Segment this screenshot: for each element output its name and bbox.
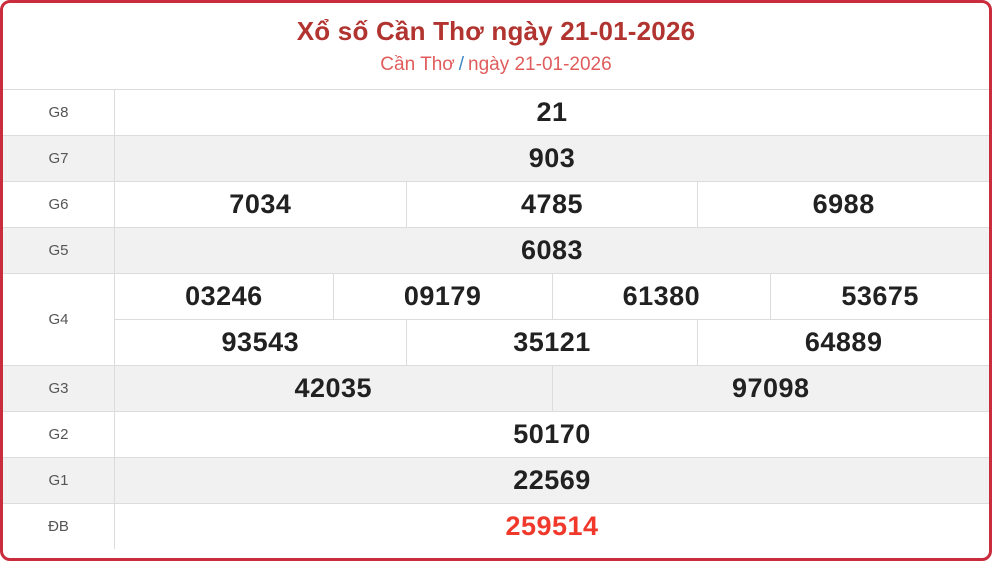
prize-number: 42035 bbox=[294, 373, 373, 403]
prize-number: 09179 bbox=[332, 274, 552, 319]
prize-row-content: 7034 4785 6988 bbox=[115, 182, 989, 227]
prize-number: 53675 bbox=[770, 274, 989, 319]
prize-label: G6 bbox=[3, 182, 115, 227]
prize-label: G8 bbox=[3, 90, 115, 135]
prize-label: G2 bbox=[3, 412, 115, 457]
prize-number: 64889 bbox=[697, 320, 989, 365]
prize-row-content: 42035 97098 bbox=[115, 366, 989, 411]
prize-subrow: 259514 bbox=[115, 504, 989, 549]
prize-row-g1: G1 22569 bbox=[3, 457, 989, 503]
prize-subrow: 03246 09179 61380 53675 bbox=[115, 274, 989, 319]
prize-row-content: 03246 09179 61380 53675 93543 35121 64889 bbox=[115, 274, 989, 365]
breadcrumb-date-link[interactable]: ngày 21-01-2026 bbox=[468, 54, 612, 75]
prize-label: ĐB bbox=[3, 504, 115, 549]
prize-row-content: 903 bbox=[115, 136, 989, 181]
results-table: G8 21 G7 903 G6 7034 4785 6988 G5 6083 G4 03246 0917… bbox=[3, 89, 989, 558]
page-title: Xổ số Cần Thơ ngày 21-01-2026 bbox=[296, 16, 696, 46]
results-header: Xổ số Cần Thơ ngày 21-01-2026 Cần Thơ / ng… bbox=[3, 3, 989, 89]
prize-number: 03246 bbox=[185, 281, 263, 311]
prize-row-content: 6083 bbox=[115, 228, 989, 273]
prize-row-g2: G2 50170 bbox=[3, 411, 989, 457]
prize-subrow: 42035 97098 bbox=[115, 366, 989, 411]
prize-label: G1 bbox=[3, 458, 115, 503]
prize-subrow: 903 bbox=[115, 136, 989, 181]
breadcrumb-region-link[interactable]: Cần Thơ bbox=[380, 54, 455, 75]
prize-number: 61380 bbox=[551, 274, 771, 319]
prize-row-đb: ĐB 259514 bbox=[3, 503, 989, 549]
prize-number: 22569 bbox=[513, 465, 591, 495]
breadcrumb-separator: / bbox=[458, 54, 465, 75]
prize-row-g6: G6 7034 4785 6988 bbox=[3, 181, 989, 227]
prize-number: 6988 bbox=[697, 182, 989, 227]
prize-row-content: 21 bbox=[115, 90, 989, 135]
prize-label: G3 bbox=[3, 366, 115, 411]
prize-row-g7: G7 903 bbox=[3, 135, 989, 181]
breadcrumb: Cần Thơ / ngày 21-01-2026 bbox=[380, 54, 611, 76]
prize-row-g5: G5 6083 bbox=[3, 227, 989, 273]
prize-subrow: 50170 bbox=[115, 412, 989, 457]
prize-label: G5 bbox=[3, 228, 115, 273]
prize-subrow: 22569 bbox=[115, 458, 989, 503]
prize-number: 6083 bbox=[520, 235, 584, 265]
prize-row-content: 259514 bbox=[115, 504, 989, 549]
prize-row-content: 22569 bbox=[115, 458, 989, 503]
prize-number: 259514 bbox=[505, 511, 599, 541]
prize-number: 97098 bbox=[551, 366, 990, 411]
prize-number: 93543 bbox=[221, 327, 300, 357]
prize-row-g8: G8 21 bbox=[3, 89, 989, 135]
prize-number: 35121 bbox=[405, 320, 698, 365]
prize-label: G4 bbox=[3, 274, 115, 365]
prize-number: 21 bbox=[536, 97, 568, 127]
prize-subrow: 7034 4785 6988 bbox=[115, 182, 989, 227]
prize-number: 50170 bbox=[513, 419, 591, 449]
prize-subrow: 21 bbox=[115, 90, 989, 135]
prize-row-g4: G4 03246 09179 61380 53675 93543 35121 64889 bbox=[3, 273, 989, 365]
prize-row-g3: G3 42035 97098 bbox=[3, 365, 989, 411]
prize-subrow: 93543 35121 64889 bbox=[115, 319, 989, 365]
prize-subrow: 6083 bbox=[115, 228, 989, 273]
prize-number: 903 bbox=[528, 143, 576, 173]
prize-number: 4785 bbox=[405, 182, 698, 227]
prize-row-content: 50170 bbox=[115, 412, 989, 457]
prize-number: 7034 bbox=[229, 189, 292, 219]
prize-label: G7 bbox=[3, 136, 115, 181]
